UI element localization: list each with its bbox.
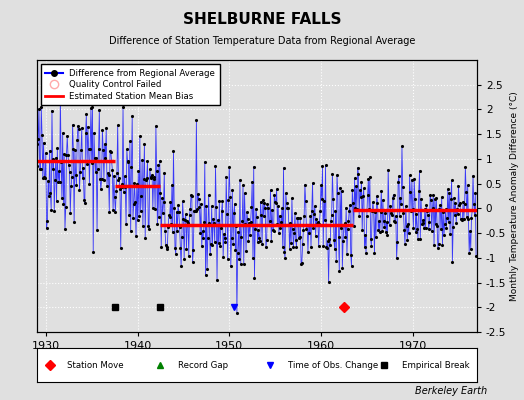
Text: Time of Obs. Change: Time of Obs. Change <box>288 360 378 370</box>
Text: Berkeley Earth: Berkeley Earth <box>415 386 487 396</box>
Text: Record Gap: Record Gap <box>178 360 227 370</box>
Text: Difference of Station Temperature Data from Regional Average: Difference of Station Temperature Data f… <box>109 36 415 46</box>
Text: Empirical Break: Empirical Break <box>402 360 470 370</box>
Y-axis label: Monthly Temperature Anomaly Difference (°C): Monthly Temperature Anomaly Difference (… <box>510 91 519 301</box>
Text: SHELBURNE FALLS: SHELBURNE FALLS <box>183 12 341 27</box>
Legend: Difference from Regional Average, Quality Control Failed, Estimated Station Mean: Difference from Regional Average, Qualit… <box>41 64 220 105</box>
Text: Station Move: Station Move <box>68 360 124 370</box>
